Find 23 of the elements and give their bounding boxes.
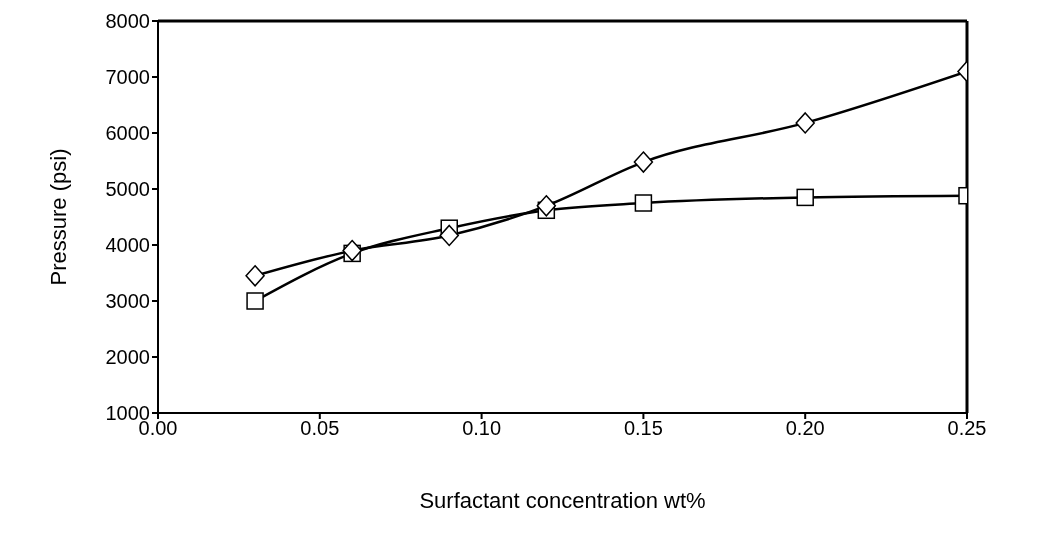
- y-tick-label: 2000: [105, 346, 150, 369]
- point: [246, 292, 264, 310]
- y-tick-label: 7000: [105, 66, 150, 89]
- point: [795, 112, 815, 134]
- point: [796, 188, 814, 207]
- point: [439, 224, 459, 247]
- point: [633, 151, 654, 173]
- x-tick-label: 0.10: [462, 417, 502, 440]
- y-tick-label: 8000: [105, 10, 150, 33]
- x-tick-label: 0.25: [947, 417, 987, 440]
- y-tick-label: 6000: [105, 122, 150, 145]
- x-tick-label: 0.15: [623, 417, 663, 440]
- y-tick-label: 3000: [105, 290, 150, 313]
- x-tick-label: 0.20: [785, 417, 825, 440]
- y-axis-title: Pressure (psi): [45, 148, 71, 286]
- point: [245, 265, 265, 287]
- x-axis-title: Surfactant concentration wt%: [419, 488, 706, 513]
- x-tick-label: 0.05: [300, 417, 340, 440]
- point: [536, 195, 557, 217]
- point: [634, 194, 653, 212]
- y-tick-label: 4000: [105, 234, 150, 257]
- y-tick-label: 5000: [105, 178, 150, 201]
- point: [342, 239, 362, 262]
